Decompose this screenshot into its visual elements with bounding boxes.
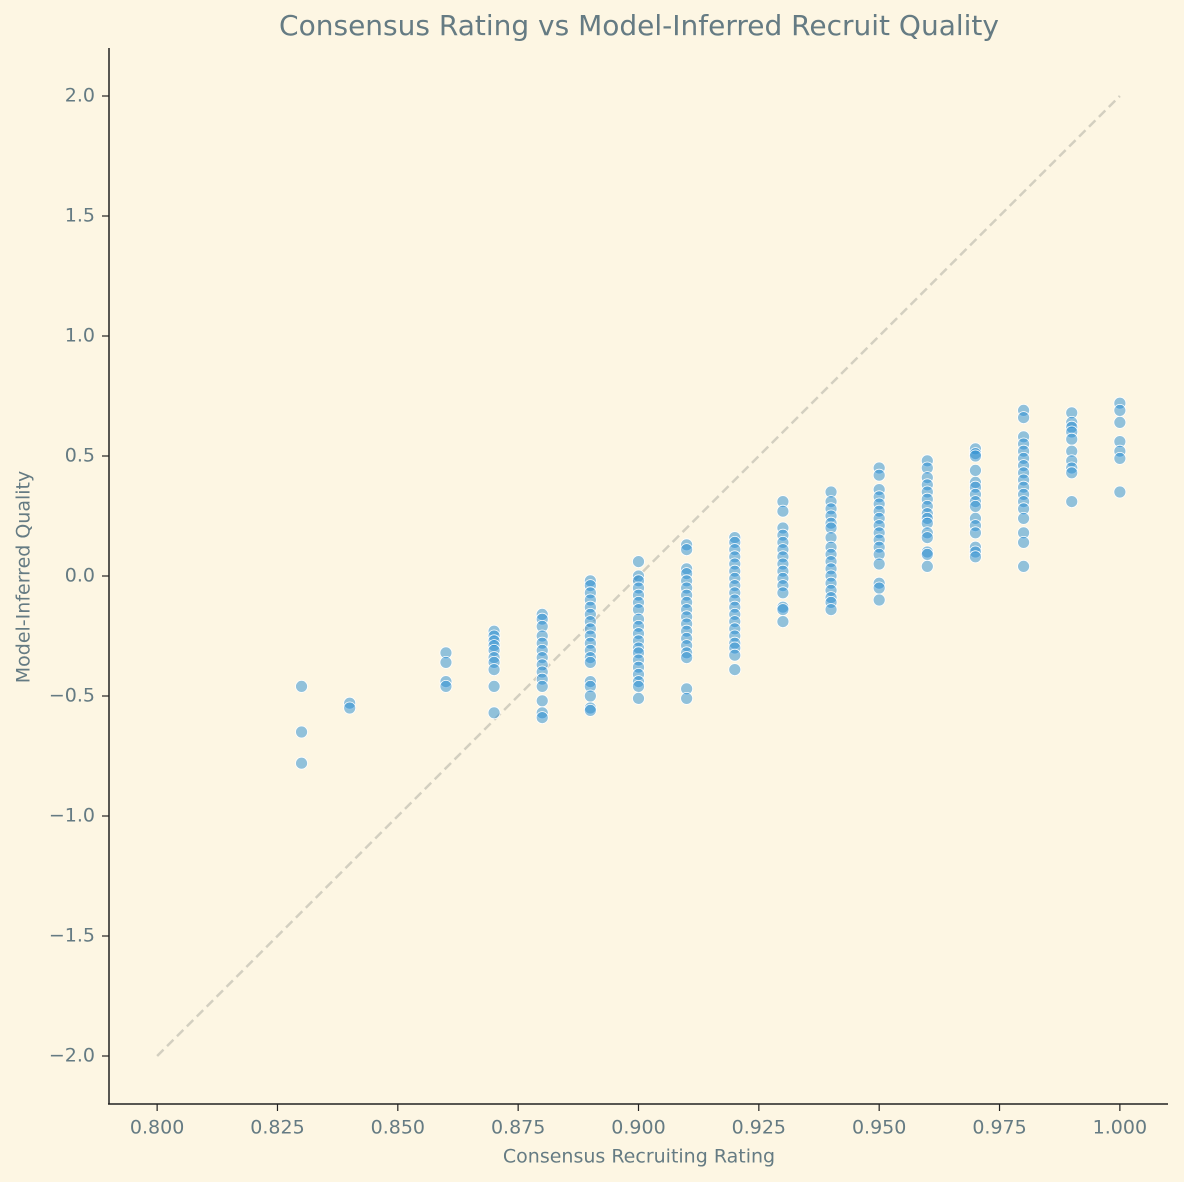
y-tick-label: 2.0	[65, 85, 95, 107]
x-tick-label: 0.800	[130, 1117, 184, 1139]
scatter-point	[728, 648, 742, 662]
scatter-point	[343, 701, 357, 715]
scatter-point	[439, 680, 453, 693]
scatter-point	[969, 550, 982, 564]
x-tick-label: 0.925	[732, 1117, 786, 1139]
scatter-point	[1017, 560, 1030, 573]
x-tick-label: 0.950	[852, 1117, 906, 1139]
y-tick-label: −0.5	[49, 685, 95, 707]
scatter-point	[583, 704, 597, 717]
scatter-point	[728, 663, 742, 676]
scatter-point	[776, 603, 790, 616]
scatter-point	[872, 468, 886, 482]
x-tick-label: 1.000	[1093, 1117, 1147, 1139]
x-tick-label: 0.975	[972, 1117, 1026, 1139]
chart-title: Consensus Rating vs Model-Inferred Recru…	[279, 9, 999, 42]
scatter-point	[632, 555, 645, 568]
y-tick-label: −1.0	[49, 805, 95, 827]
scatter-point	[969, 526, 982, 540]
scatter-point	[680, 543, 694, 556]
y-tick-label: 0.0	[65, 565, 95, 587]
scatter-point	[872, 557, 886, 571]
scatter-point	[583, 689, 597, 703]
scatter-point	[632, 692, 645, 705]
scatter-point	[1113, 451, 1127, 465]
scatter-point	[1017, 512, 1030, 525]
scatter-point	[920, 560, 934, 573]
scatter-point	[1017, 536, 1030, 549]
y-axis-label: Model-Inferred Quality	[13, 471, 35, 683]
scatter-point	[1113, 485, 1127, 499]
y-tick-label: −1.5	[49, 925, 95, 947]
scatter-point	[969, 463, 982, 477]
scatter-point	[487, 680, 501, 693]
scatter-point	[1113, 415, 1127, 429]
y-tick-label: 0.5	[65, 445, 95, 467]
scatter-point	[872, 581, 886, 595]
scatter-point	[920, 548, 934, 561]
x-tick-label: 0.825	[250, 1117, 304, 1139]
scatter-point	[1017, 411, 1030, 425]
scatter-point	[776, 586, 790, 600]
y-tick-label: 1.5	[65, 205, 95, 227]
scatter-point	[583, 656, 597, 669]
scatter-point	[969, 499, 982, 513]
scatter-point	[295, 756, 308, 770]
x-tick-label: 0.850	[371, 1117, 425, 1139]
scatter-point	[824, 603, 838, 616]
scatter-point	[487, 663, 501, 676]
y-tick-label: −2.0	[49, 1045, 95, 1067]
scatter-point	[1065, 466, 1079, 480]
scatter-point	[1065, 495, 1079, 509]
scatter-point	[680, 692, 694, 705]
scatter-point	[535, 694, 549, 708]
scatter-point	[535, 711, 549, 724]
scatter-point	[295, 680, 308, 693]
scatter-point	[776, 615, 790, 628]
scatter-point	[776, 504, 790, 518]
scatter-point	[969, 449, 982, 463]
scatter-point	[920, 531, 934, 544]
scatter-point	[872, 593, 886, 607]
y-tick-label: 1.0	[65, 325, 95, 347]
scatter-point	[1065, 432, 1079, 446]
scatter-point	[439, 656, 453, 669]
scatter-point	[535, 680, 549, 693]
scatter-point	[1113, 403, 1127, 417]
scatter-point	[680, 651, 694, 664]
x-axis-label: Consensus Recruiting Rating	[503, 1146, 775, 1168]
scatter-point	[632, 680, 645, 693]
scatter-point	[295, 725, 308, 739]
scatter-point	[487, 706, 501, 720]
x-tick-label: 0.875	[491, 1117, 545, 1139]
x-tick-label: 0.900	[611, 1117, 665, 1139]
